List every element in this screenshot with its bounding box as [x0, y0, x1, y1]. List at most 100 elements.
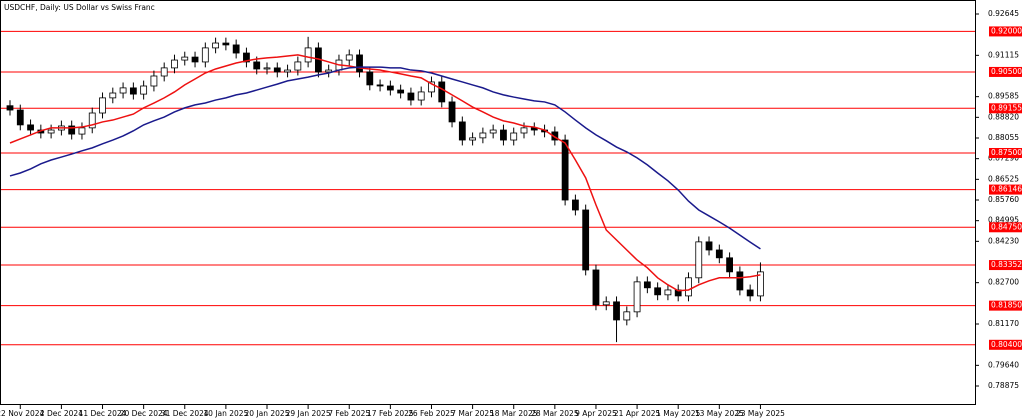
candle-body — [551, 131, 559, 141]
x-tick-label: 28 Mar 2025 — [531, 409, 579, 418]
candle-body — [243, 52, 250, 63]
candle-body — [695, 241, 703, 279]
plot-frame — [0, 0, 976, 405]
candle-body — [222, 42, 230, 46]
candle-body — [489, 129, 497, 134]
y-tick-label: 0.84995 — [988, 216, 1019, 225]
x-tick-label: 13 May 2025 — [695, 409, 744, 418]
level-label-box — [989, 300, 1022, 311]
x-tick-label: 29 Jan 2025 — [286, 409, 331, 418]
level-label: 0.84750 — [991, 222, 1022, 231]
candle-body — [232, 44, 240, 54]
candle-body — [160, 67, 168, 77]
level-label-box — [989, 184, 1022, 195]
candle-body — [88, 112, 96, 129]
candle-body — [284, 69, 291, 73]
candle-body — [386, 85, 394, 91]
candle-body — [273, 67, 281, 73]
y-tick-label: 0.86525 — [988, 174, 1019, 183]
x-tick-label: 18 Mar 2025 — [490, 409, 538, 418]
moving-average — [9, 66, 761, 250]
candle-body — [479, 132, 487, 139]
candle-body — [181, 56, 189, 61]
level-label-box — [989, 103, 1022, 114]
level-label: 0.83352 — [991, 260, 1022, 269]
y-tick-label: 0.87290 — [988, 154, 1019, 163]
x-tick-label: 1 May 2025 — [656, 409, 700, 418]
candle-body — [664, 289, 672, 296]
level-label: 0.81850 — [991, 301, 1022, 310]
candle-body — [736, 271, 744, 291]
candle-body — [592, 269, 600, 306]
candle-body — [129, 87, 137, 95]
candle-body — [469, 137, 477, 141]
candle-body — [705, 241, 713, 251]
level-label-box — [989, 147, 1022, 158]
candle-body — [438, 81, 446, 103]
candle-body — [643, 281, 651, 289]
candle-body — [78, 127, 86, 135]
x-tick-label: 23 May 2025 — [736, 409, 785, 418]
level-label: 0.90500 — [991, 67, 1022, 76]
candle-body — [613, 301, 620, 321]
level-label: 0.92000 — [991, 26, 1022, 35]
candle-body — [140, 85, 148, 95]
candle-body — [623, 311, 631, 321]
candle-body — [325, 69, 333, 73]
candle-body — [171, 59, 178, 69]
candle-body — [746, 289, 754, 297]
y-tick-label: 0.88055 — [988, 133, 1019, 142]
candle-body — [6, 105, 14, 111]
y-tick-label: 0.78875 — [988, 381, 1019, 390]
candle-body — [428, 81, 435, 93]
candle-body — [397, 89, 405, 94]
level-label-box — [989, 66, 1022, 77]
candle-body — [356, 54, 363, 73]
candle-body — [253, 61, 261, 70]
candle-body — [757, 271, 764, 297]
candle-body — [16, 109, 24, 126]
x-tick-label: 11 Dec 2024 — [79, 409, 127, 418]
candle-body — [150, 75, 158, 87]
candle-body — [304, 47, 312, 63]
level-label: 0.89155 — [991, 103, 1022, 112]
y-tick-label: 0.92645 — [988, 9, 1019, 18]
x-tick-label: 31 Dec 2024 — [161, 409, 209, 418]
y-tick-label: 0.88820 — [988, 112, 1019, 121]
level-label: 0.87500 — [991, 148, 1022, 157]
x-tick-label: 7 Feb 2025 — [328, 409, 370, 418]
x-tick-label: 10 Jan 2025 — [203, 409, 248, 418]
candle-body — [201, 47, 209, 63]
candle-body — [191, 56, 199, 63]
candle-body — [726, 257, 733, 273]
y-tick-label: 0.91115 — [988, 50, 1019, 59]
candle-body — [263, 67, 271, 70]
chart-title: USDCHF, Daily: US Dollar vs Swiss Franc — [4, 3, 155, 12]
y-tick-label: 0.85760 — [988, 195, 1019, 204]
candle-body — [417, 91, 425, 101]
x-tick-label: 7 Mar 2025 — [451, 409, 494, 418]
candle-body — [99, 97, 106, 114]
candle-body — [68, 125, 76, 135]
candle-body — [530, 127, 538, 131]
candle-body — [119, 87, 127, 94]
candle-body — [654, 287, 662, 296]
level-label: 0.80400 — [991, 340, 1022, 349]
candle-body — [345, 54, 353, 61]
x-tick-label: 2 Dec 2024 — [40, 409, 83, 418]
candle-body — [47, 129, 55, 134]
level-label-box — [989, 26, 1022, 37]
y-tick-label: 0.84230 — [988, 236, 1019, 245]
candle-body — [448, 101, 456, 123]
candle-body — [572, 199, 579, 211]
candle-body — [407, 92, 415, 101]
candle-body — [458, 121, 466, 141]
candle-body — [582, 209, 590, 271]
level-label-box — [989, 222, 1022, 233]
level-label-box — [989, 260, 1022, 271]
candle-body — [366, 71, 374, 86]
x-tick-label: 17 Feb 2025 — [367, 409, 414, 418]
x-tick-label: 22 Nov 2024 — [0, 409, 45, 418]
y-tick-label: 0.79640 — [988, 360, 1019, 369]
